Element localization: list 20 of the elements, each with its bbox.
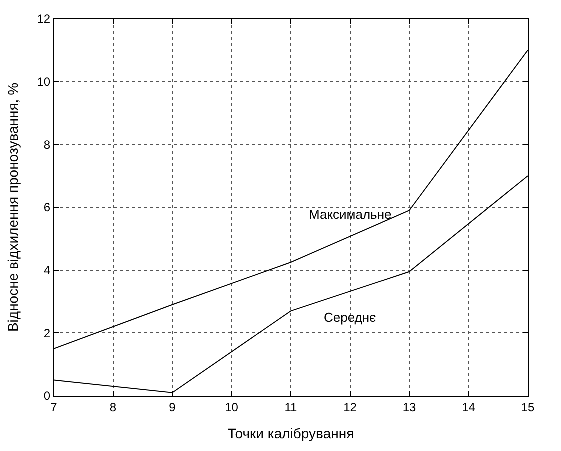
- x-tick-label: 7: [50, 400, 58, 414]
- x-tick-label: 11: [284, 400, 298, 414]
- y-tick-label: 10: [37, 75, 51, 90]
- x-tick-label: 8: [110, 400, 117, 414]
- x-tick-label: 15: [521, 400, 535, 414]
- y-tick-label: 2: [44, 326, 51, 340]
- y-tick-label: 0: [44, 389, 51, 404]
- x-tick-label: 9: [169, 400, 176, 414]
- series-label: Середнє: [324, 310, 377, 325]
- x-tick-label: 12: [344, 400, 358, 414]
- y-tick-label: 8: [44, 138, 51, 152]
- y-tick-label: 4: [44, 264, 51, 278]
- y-axis-title: Відносне відхилення пронозування, %: [4, 82, 21, 332]
- x-tick-label: 13: [402, 400, 416, 414]
- series-label: Максимальне: [309, 207, 392, 222]
- x-tick-label: 14: [462, 400, 476, 414]
- y-tick-label: 6: [44, 200, 51, 215]
- x-tick-label: 10: [225, 400, 239, 414]
- x-axis-title: Точки калібрування: [228, 426, 354, 442]
- y-tick-label: 12: [37, 12, 51, 26]
